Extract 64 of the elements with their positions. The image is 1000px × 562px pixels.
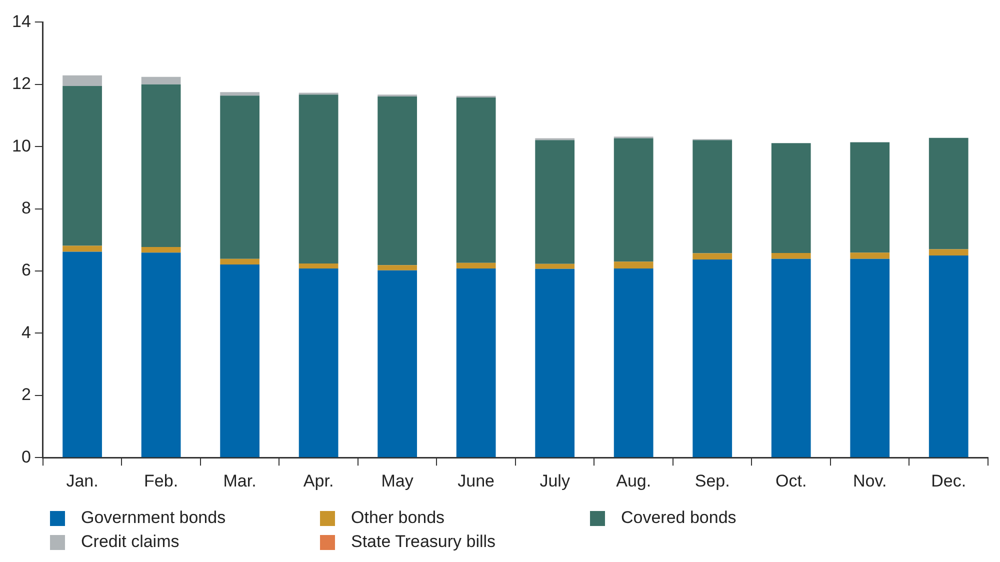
y-tick-label: 10 xyxy=(12,136,31,156)
bar xyxy=(692,259,732,458)
bar xyxy=(535,140,575,264)
y-tick-label: 0 xyxy=(21,447,31,466)
bar xyxy=(850,142,890,253)
x-tick-label: Mar. xyxy=(223,471,256,490)
bar xyxy=(928,249,968,256)
y-tick-label: 4 xyxy=(21,322,31,342)
bar xyxy=(141,252,181,458)
y-tick-label: 12 xyxy=(12,74,31,94)
bar xyxy=(850,258,890,458)
bar xyxy=(220,258,260,264)
bar xyxy=(614,268,654,458)
bar xyxy=(62,246,102,252)
bar xyxy=(535,268,575,458)
bar xyxy=(378,270,418,458)
bar xyxy=(62,86,102,246)
bar xyxy=(220,96,260,259)
x-tick-label: July xyxy=(540,471,570,490)
bar xyxy=(850,252,890,259)
y-tick-label: 14 xyxy=(12,12,31,31)
y-tick-label: 2 xyxy=(21,385,31,404)
bar xyxy=(378,96,418,266)
bar xyxy=(456,262,496,269)
x-tick-label: Oct. xyxy=(776,471,807,490)
bar xyxy=(928,255,968,458)
bar xyxy=(614,138,654,262)
y-tick-label: 6 xyxy=(21,260,31,280)
legend-label: Other bonds xyxy=(351,508,445,528)
bar xyxy=(456,268,496,458)
bar xyxy=(771,252,811,259)
bar xyxy=(298,268,338,458)
x-tick-label: June xyxy=(458,471,495,490)
bar xyxy=(141,247,181,253)
bar xyxy=(141,84,181,248)
bar xyxy=(220,92,260,96)
y-tick-label: 8 xyxy=(21,198,31,218)
x-tick-label: Apr. xyxy=(303,471,334,490)
x-tick-label: Sep. xyxy=(694,471,730,490)
bar xyxy=(298,264,338,269)
x-tick-label: Feb. xyxy=(144,471,178,490)
bar xyxy=(771,143,811,253)
bar xyxy=(928,138,968,250)
bar xyxy=(456,97,496,263)
bar xyxy=(298,94,338,264)
bar xyxy=(692,140,732,254)
legend-label: State Treasury bills xyxy=(351,532,496,552)
bar xyxy=(535,264,575,269)
bar xyxy=(771,258,811,458)
bar xyxy=(692,253,732,260)
bar xyxy=(614,262,654,269)
x-tick-label: Jan. xyxy=(66,471,98,490)
x-tick-label: May xyxy=(381,471,414,490)
bar xyxy=(62,75,102,86)
x-tick-label: Aug. xyxy=(616,471,652,490)
bar xyxy=(62,252,102,458)
legend-label: Covered bonds xyxy=(621,508,736,528)
legend-label: Government bonds xyxy=(81,508,226,528)
bar xyxy=(220,264,260,458)
x-tick-label: Dec. xyxy=(931,471,966,490)
bar xyxy=(141,76,181,84)
bar xyxy=(378,265,418,270)
x-tick-label: Nov. xyxy=(853,471,887,490)
legend-label: Credit claims xyxy=(81,532,180,552)
